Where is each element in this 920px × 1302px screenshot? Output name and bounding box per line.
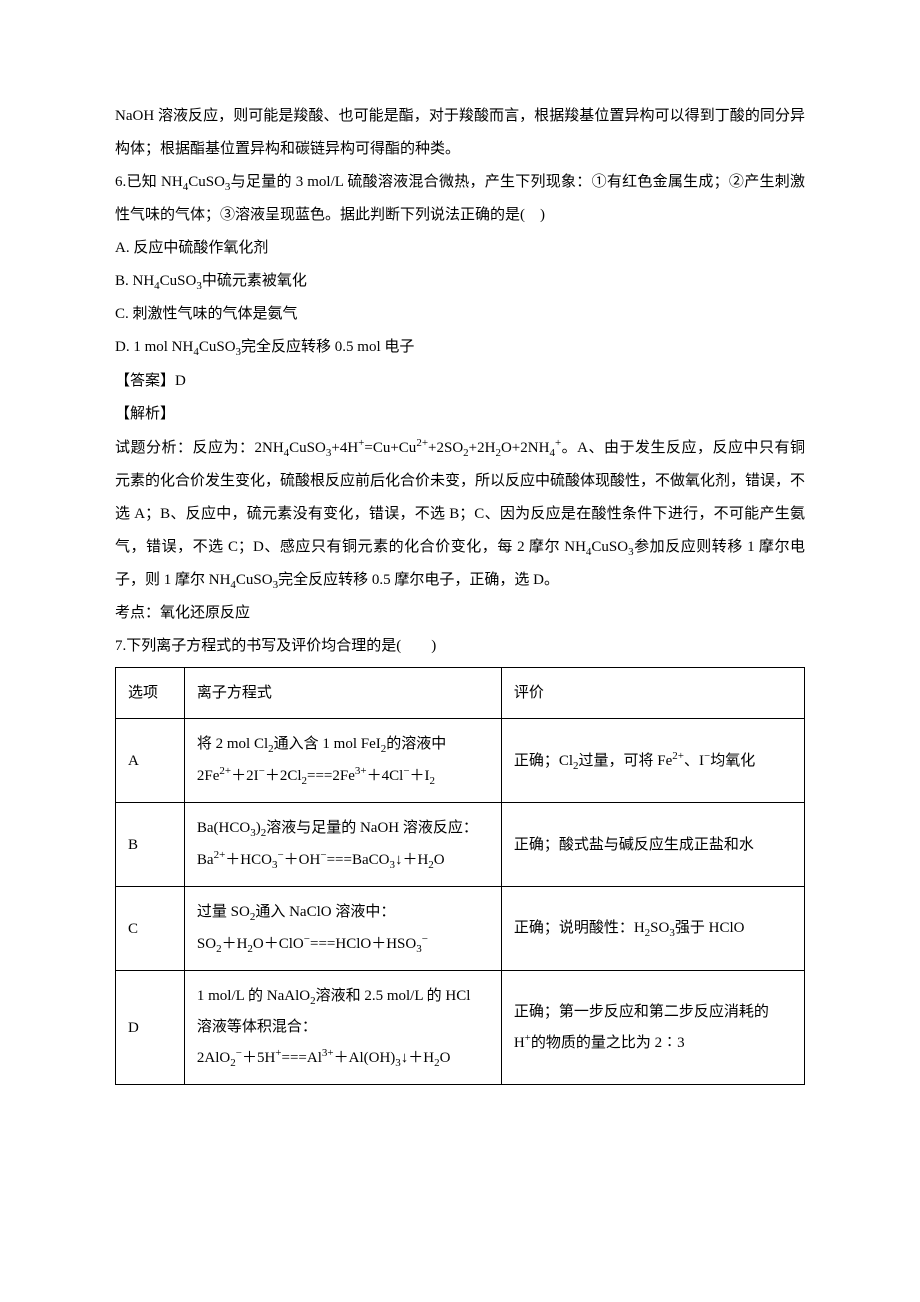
row-d-equation: 1 mol/L 的 NaAlO2溶液和 2.5 mol/L 的 HCl 溶液等体…	[184, 971, 501, 1085]
text: 1 mol/L 的 NaAlO	[197, 988, 310, 1004]
header-eval: 评价	[501, 668, 804, 719]
text: ===HClO＋HSO	[310, 936, 416, 952]
sup-2plus: 2+	[672, 750, 684, 762]
text: 完全反应转移 0.5 摩尔电子，正确，选 D。	[278, 572, 559, 588]
text: 中硫元素被氧化	[202, 273, 307, 289]
table-row: C 过量 SO2通入 NaClO 溶液中： SO2＋H2O＋ClO−===HCl…	[116, 887, 805, 971]
q6-answer: 【答案】D	[115, 365, 805, 398]
row-a-label: A	[116, 719, 185, 803]
text: ＋H	[222, 936, 248, 952]
sup-3plus: 3+	[355, 765, 367, 777]
q6-kaodian: 考点：氧化还原反应	[115, 597, 805, 630]
text: 正确；Cl	[514, 753, 573, 769]
row-c-equation: 过量 SO2通入 NaClO 溶液中： SO2＋H2O＋ClO−===HClO＋…	[184, 887, 501, 971]
text: SO	[197, 936, 216, 952]
text: ＋HCO	[225, 852, 272, 868]
row-b-equation: Ba(HCO3)2溶液与足量的 NaOH 溶液反应： Ba2+＋HCO3−＋OH…	[184, 803, 501, 887]
text: CuSO	[289, 440, 326, 456]
q6-stem: 6.已知 NH4CuSO3与足量的 3 mol/L 硫酸溶液混合微热，产生下列现…	[115, 166, 805, 232]
text: 均氧化	[710, 753, 755, 769]
text: Ba	[197, 852, 214, 868]
row-d-label: D	[116, 971, 185, 1085]
row-d-eval: 正确；第一步反应和第二步反应消耗的 H+的物质的量之比为 2∶3	[501, 971, 804, 1085]
sup-2plus: 2+	[416, 437, 428, 449]
text: 过量 SO	[197, 904, 250, 920]
text: +2SO	[428, 440, 463, 456]
text: SO	[650, 920, 669, 936]
text: 完全反应转移 0.5 mol 电子	[241, 339, 414, 355]
text: =Cu+Cu	[364, 440, 416, 456]
row-b-label: B	[116, 803, 185, 887]
q6-option-c: C. 刺激性气味的气体是氨气	[115, 298, 805, 331]
text: Ba(HCO	[197, 820, 250, 836]
text: CuSO	[591, 539, 628, 555]
row-c-label: C	[116, 887, 185, 971]
text: CuSO	[199, 339, 236, 355]
text: ＋I	[410, 768, 430, 784]
text: 、I	[684, 753, 704, 769]
q6-option-b: B. NH4CuSO3中硫元素被氧化	[115, 265, 805, 298]
sup-3plus: 3+	[322, 1047, 334, 1059]
text: O	[434, 852, 445, 868]
row-a-equation: 将 2 mol Cl2通入含 1 mol FeI2的溶液中 2Fe2+＋2I−＋…	[184, 719, 501, 803]
text: 强于 HClO	[675, 920, 745, 936]
q6-explain-label: 【解析】	[115, 398, 805, 431]
text: 溶液与足量的 NaOH 溶液反应：	[266, 820, 478, 836]
q7-table: 选项 离子方程式 评价 A 将 2 mol Cl2通入含 1 mol FeI2的…	[115, 667, 805, 1085]
q6-option-a: A. 反应中硫酸作氧化剂	[115, 232, 805, 265]
sup-2plus: 2+	[219, 765, 231, 777]
text: ===Al	[282, 1050, 322, 1066]
text: O	[440, 1050, 451, 1066]
sup-minus: −	[422, 933, 428, 945]
text: O+2NH	[501, 440, 549, 456]
text: 2AlO	[197, 1050, 230, 1066]
intro-paragraph: NaOH 溶液反应，则可能是羧酸、也可能是酯，对于羧酸而言，根据羧基位置异构可以…	[115, 100, 805, 166]
text: CuSO	[160, 273, 197, 289]
header-option: 选项	[116, 668, 185, 719]
q7-stem: 7.下列离子方程式的书写及评价均合理的是( )	[115, 630, 805, 663]
text: +4H	[331, 440, 358, 456]
row-b-eval: 正确；酸式盐与碱反应生成正盐和水	[501, 803, 804, 887]
text: 的溶液中	[386, 736, 446, 752]
text: 正确；说明酸性：H	[514, 920, 645, 936]
text: D. 1 mol NH	[115, 339, 193, 355]
text: ===2Fe	[307, 768, 355, 784]
text: 将 2 mol Cl	[197, 736, 268, 752]
text: ↓＋H	[395, 852, 428, 868]
table-header-row: 选项 离子方程式 评价	[116, 668, 805, 719]
row-c-eval: 正确；说明酸性：H2SO3强于 HClO	[501, 887, 804, 971]
text: CuSO	[236, 572, 273, 588]
text: ＋4Cl	[367, 768, 404, 784]
header-equation: 离子方程式	[184, 668, 501, 719]
q6-explain: 试题分析：反应为：2NH4CuSO3+4H+=Cu+Cu2++2SO2+2H2O…	[115, 431, 805, 598]
text: O＋ClO	[253, 936, 304, 952]
sup-2plus: 2+	[214, 849, 226, 861]
text: 通入含 1 mol FeI	[274, 736, 381, 752]
text: ＋2Cl	[265, 768, 302, 784]
text: ＋OH	[284, 852, 321, 868]
sub-2: 2	[430, 775, 436, 787]
text: 2Fe	[197, 768, 220, 784]
text: 试题分析：反应为：2NH	[115, 440, 284, 456]
q6-option-d: D. 1 mol NH4CuSO3完全反应转移 0.5 mol 电子	[115, 331, 805, 364]
text: B. NH	[115, 273, 154, 289]
table-row: B Ba(HCO3)2溶液与足量的 NaOH 溶液反应： Ba2+＋HCO3−＋…	[116, 803, 805, 887]
text: 过量，可将 Fe	[579, 753, 673, 769]
text: ＋2I	[231, 768, 259, 784]
text: CuSO	[188, 174, 225, 190]
text: 的物质的量之比为 2∶3	[531, 1035, 685, 1051]
table-row: A 将 2 mol Cl2通入含 1 mol FeI2的溶液中 2Fe2+＋2I…	[116, 719, 805, 803]
text: ＋5H	[242, 1050, 275, 1066]
table-row: D 1 mol/L 的 NaAlO2溶液和 2.5 mol/L 的 HCl 溶液…	[116, 971, 805, 1085]
text: ＋Al(OH)	[334, 1050, 396, 1066]
text: 。A、由于发生反应，反应中只有铜元素的化合价发生变化，硫酸根反应前后化合价未变，…	[115, 440, 805, 555]
row-a-eval: 正确；Cl2过量，可将 Fe2+、I−均氧化	[501, 719, 804, 803]
text: 通入 NaClO 溶液中：	[255, 904, 395, 920]
text: +2H	[469, 440, 496, 456]
text: ↓＋H	[401, 1050, 434, 1066]
text: 6.已知 NH	[115, 174, 183, 190]
text: ===BaCO	[327, 852, 390, 868]
